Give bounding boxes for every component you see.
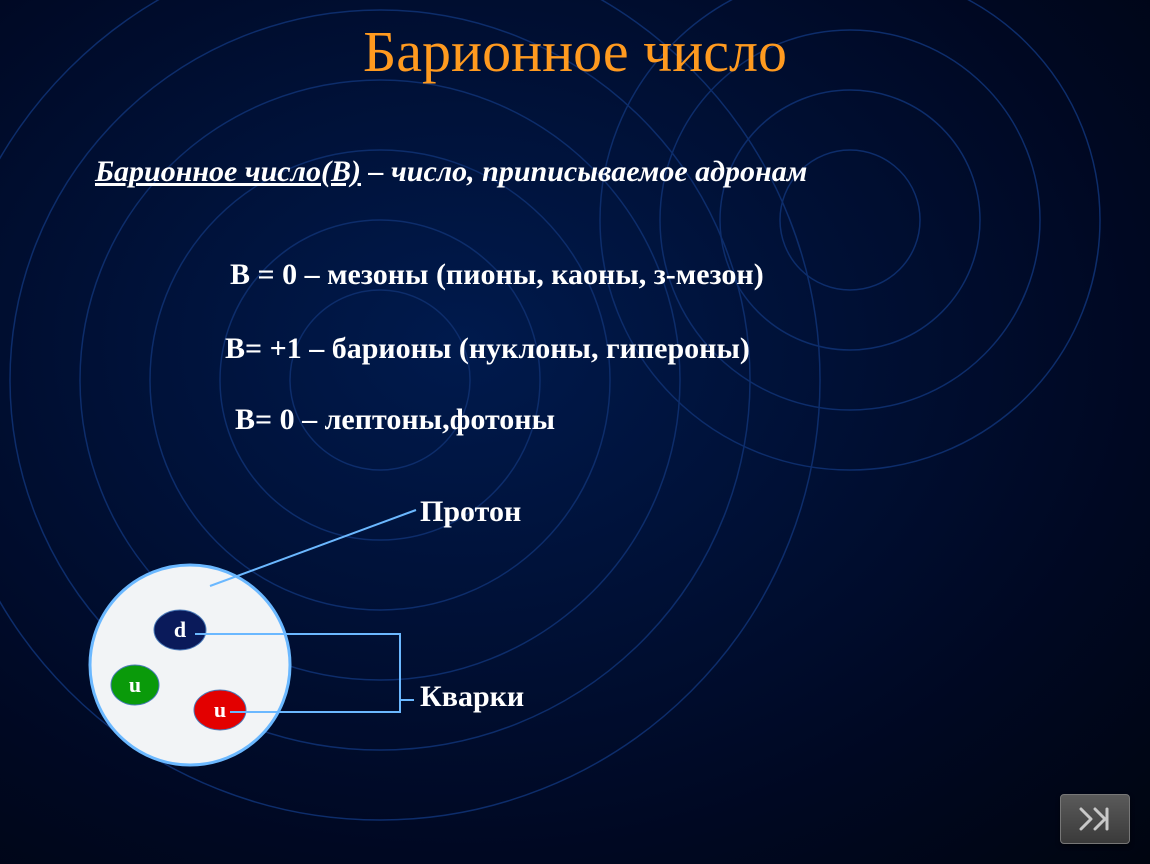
line-b0-leptons: B= 0 – лептоны,фотоны (235, 403, 555, 437)
page-title: Барионное число (0, 18, 1150, 85)
line-b1-baryons: B= +1 – барионы (нуклоны, гипероны) (225, 332, 750, 366)
definition-term: Барионное число(В) (95, 155, 361, 188)
svg-text:u: u (214, 697, 226, 722)
svg-text:u: u (129, 672, 141, 697)
label-quarks: Кварки (420, 680, 524, 714)
title-text: Барионное число (363, 19, 787, 84)
proton-diagram: d u u (80, 555, 310, 785)
label-proton: Протон (420, 495, 521, 529)
svg-text:d: d (174, 617, 186, 642)
next-slide-button[interactable] (1060, 794, 1130, 844)
forward-icon (1077, 807, 1113, 831)
definition-tail: – число, приписываемое адронам (361, 155, 807, 188)
line-b0-mesons: B = 0 – мезоны (пионы, каоны, з-мезон) (230, 258, 764, 292)
definition-line: Барионное число(В) – число, приписываемо… (95, 155, 807, 189)
